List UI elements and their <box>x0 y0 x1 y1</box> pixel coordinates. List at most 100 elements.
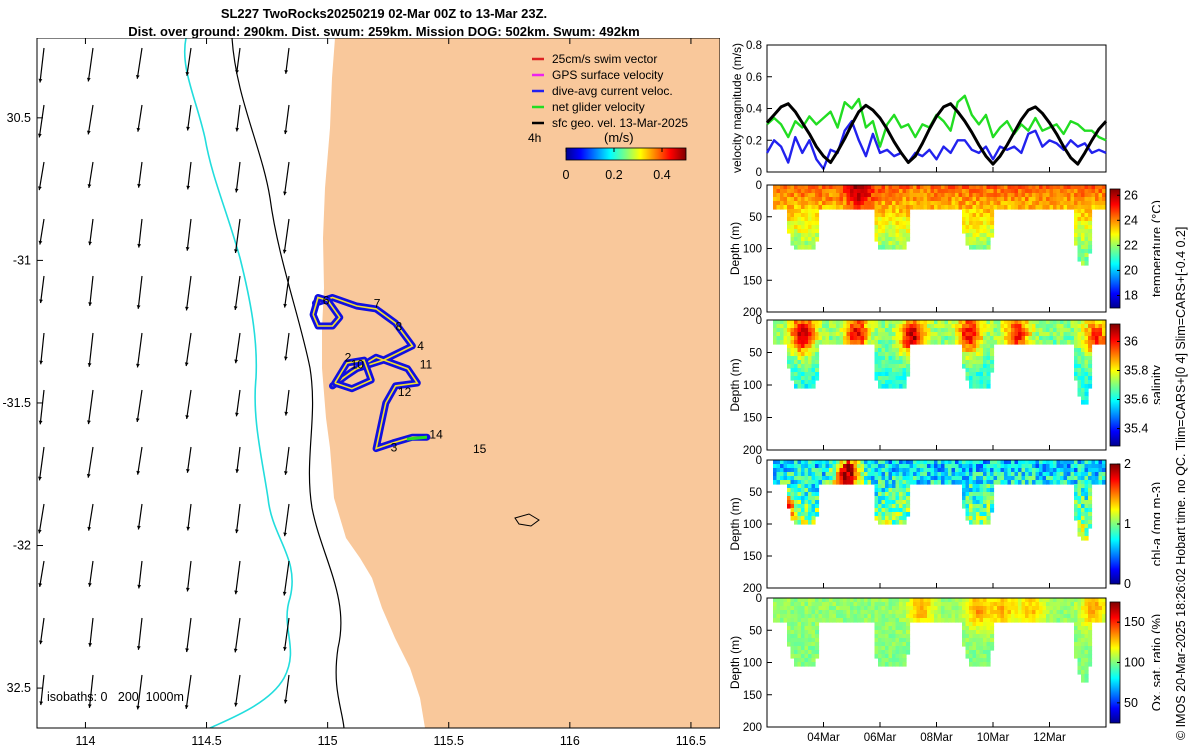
section-cell <box>794 598 799 603</box>
section-cell <box>986 512 991 517</box>
section-cell <box>986 364 991 369</box>
section-cell <box>815 233 820 238</box>
section-cell <box>993 602 998 607</box>
section-cell <box>990 368 995 373</box>
section-cell <box>969 320 974 325</box>
section-cell <box>976 602 981 607</box>
section-cell <box>913 464 918 469</box>
section-cell <box>895 460 900 465</box>
section-cell <box>1098 324 1103 329</box>
section-cell <box>1077 634 1082 639</box>
section-cell <box>944 476 949 481</box>
section-cell <box>1084 476 1089 481</box>
current-arrow <box>88 503 94 531</box>
section-cell <box>804 372 809 377</box>
section-cell <box>983 606 988 611</box>
x-tick-label: 115.5 <box>434 734 464 748</box>
section-cell <box>1014 328 1019 333</box>
legend-label: 25cm/s swim vector <box>552 52 657 66</box>
section-cell <box>1007 189 1012 194</box>
section-cell <box>794 185 799 190</box>
section-cell <box>808 500 813 505</box>
current-arrow-head <box>39 360 44 365</box>
section-cell <box>983 348 988 353</box>
section-cell <box>808 205 813 210</box>
section-cell <box>965 336 970 341</box>
section-cell <box>1074 646 1079 651</box>
section-cell <box>1084 320 1089 325</box>
section-cell <box>780 324 785 329</box>
section-cell <box>836 324 841 329</box>
section-cell <box>832 598 837 603</box>
section-cell <box>801 610 806 615</box>
section-cell <box>780 201 785 206</box>
section-cell <box>892 650 897 655</box>
section-cell <box>801 606 806 611</box>
section-cell <box>881 460 886 465</box>
section-cell <box>1007 464 1012 469</box>
section-cell <box>776 193 781 198</box>
section-cell <box>1007 602 1012 607</box>
section-cell <box>955 610 960 615</box>
section-cell <box>972 221 977 226</box>
section-cell <box>983 614 988 619</box>
section-cell <box>920 614 925 619</box>
section-cell <box>1095 598 1100 603</box>
section-cell <box>885 472 890 477</box>
section-cell <box>1018 464 1023 469</box>
section-cell <box>881 496 886 501</box>
section-cell <box>979 225 984 230</box>
section-cell <box>930 320 935 325</box>
section-cell <box>1021 340 1026 345</box>
section-cell <box>888 376 893 381</box>
section-cell <box>990 332 995 337</box>
section-cell <box>1102 468 1107 473</box>
section-cell <box>1077 658 1082 663</box>
section-cell <box>895 642 900 647</box>
section-cell <box>1074 484 1079 489</box>
section-cell <box>976 618 981 623</box>
section-cell <box>874 622 879 627</box>
section-cell <box>892 360 897 365</box>
current-arrow <box>137 104 143 132</box>
section-cell <box>976 646 981 651</box>
section-cell <box>1088 468 1093 473</box>
section-cell <box>1039 201 1044 206</box>
section-cell <box>1088 472 1093 477</box>
section-cell <box>1084 225 1089 230</box>
section-cell <box>878 229 883 234</box>
section-cell <box>902 201 907 206</box>
section-cell <box>815 626 820 631</box>
section-cell <box>916 332 921 337</box>
section-cell <box>895 328 900 333</box>
section-cell <box>955 618 960 623</box>
section-cell <box>804 193 809 198</box>
section-cell <box>1070 193 1075 198</box>
section-cell <box>983 324 988 329</box>
section-cell <box>874 468 879 473</box>
section-cell <box>797 201 802 206</box>
section-cell <box>1000 189 1005 194</box>
section-cell <box>780 205 785 210</box>
section-cell <box>1084 520 1089 525</box>
section-cell <box>808 488 813 493</box>
section-cell <box>801 336 806 341</box>
section-cell <box>902 658 907 663</box>
section-cell <box>1018 193 1023 198</box>
section-cell <box>948 189 953 194</box>
section-cell <box>1007 324 1012 329</box>
section-cell <box>930 205 935 210</box>
section-cell <box>801 516 806 521</box>
section-cell <box>972 614 977 619</box>
section-cell <box>787 602 792 607</box>
section-cell <box>955 193 960 198</box>
section-cell <box>790 606 795 611</box>
section-cell <box>909 201 914 206</box>
section-cell <box>797 658 802 663</box>
section-cell <box>832 201 837 206</box>
section-cell <box>878 356 883 361</box>
section-cell <box>825 464 830 469</box>
section-cell <box>1042 464 1047 469</box>
section-cell <box>832 320 837 325</box>
